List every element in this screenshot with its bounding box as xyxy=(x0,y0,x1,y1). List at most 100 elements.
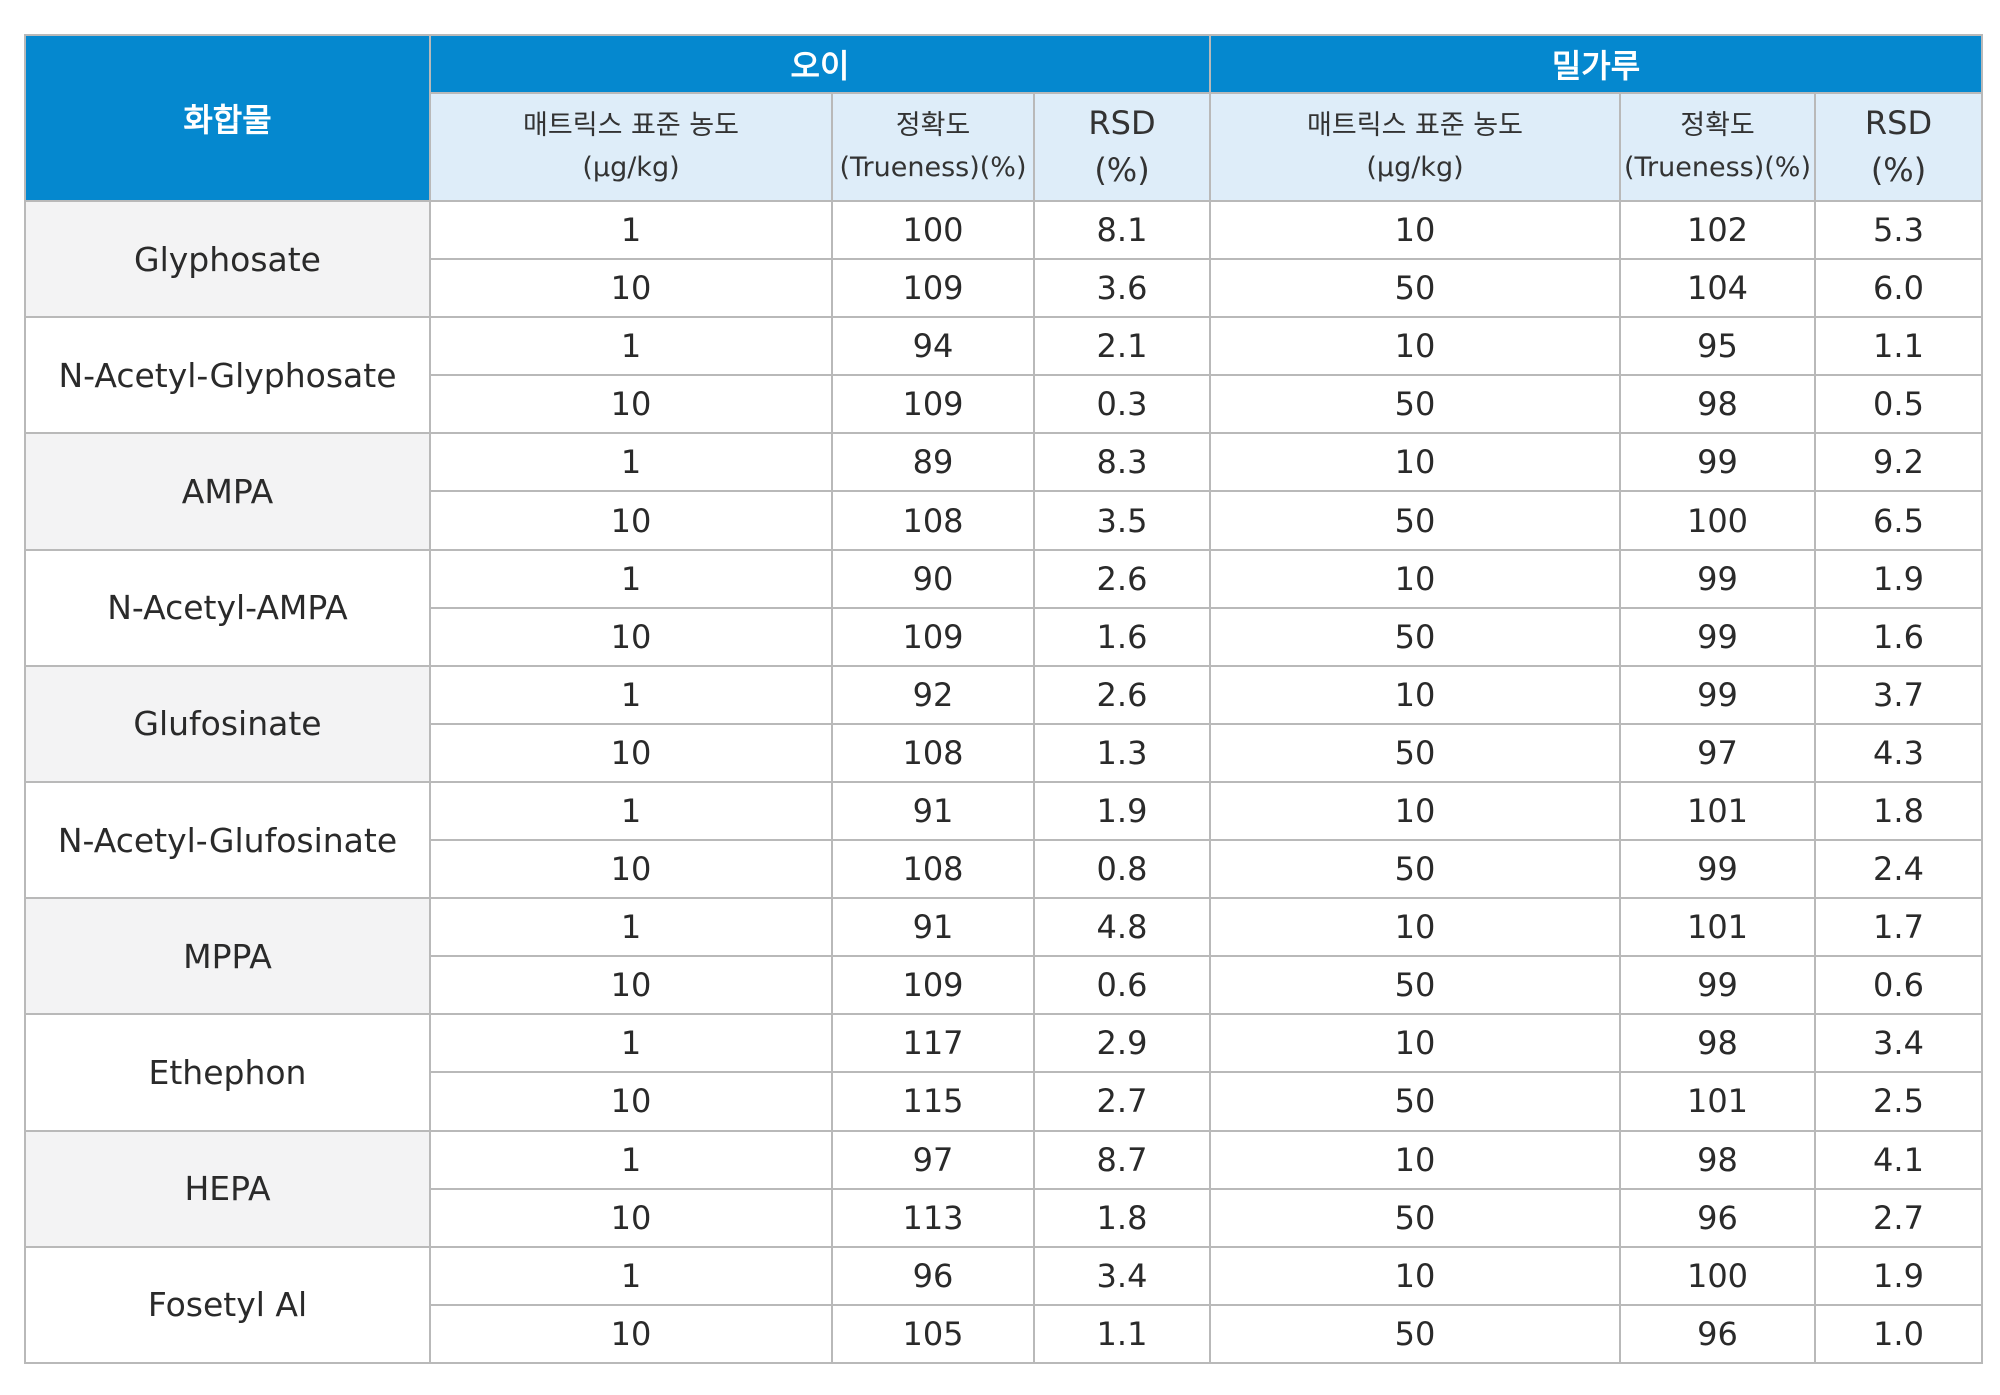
compound-header: 화합물 xyxy=(24,34,431,202)
table-row: Glufosinate 1 92 2.6 10 99 3.7 xyxy=(24,664,1983,783)
cucumber-concentration-cell: 1 xyxy=(429,548,833,609)
wheat-rsd-cell: 1.1 xyxy=(1814,316,1983,377)
concentration-header: 매트릭스 표준 농도 (μg/kg) xyxy=(1209,92,1621,202)
table-row: Ethephon 1 117 2.9 10 98 3.4 xyxy=(24,1013,1983,1132)
wheat-rsd-cell: 5.3 xyxy=(1814,199,1983,261)
rsd-header: RSD (%) xyxy=(1033,92,1211,202)
table-row: 10 115 2.7 50 101 2.5 xyxy=(25,1071,1983,1132)
cucumber-concentration-cell: 1 xyxy=(429,1129,833,1190)
concentration-header: 매트릭스 표준 농도 (μg/kg) xyxy=(429,92,833,202)
compound-name: HEPA xyxy=(24,1129,431,1248)
wheat-trueness-cell: 99 xyxy=(1619,955,1816,1016)
cucumber-trueness-cell: 108 xyxy=(831,722,1035,783)
concentration-header-unit: (μg/kg) xyxy=(1366,152,1464,183)
cucumber-trueness-cell: 92 xyxy=(831,664,1035,725)
wheat-concentration-cell: 50 xyxy=(1209,258,1621,319)
cucumber-trueness-cell: 109 xyxy=(831,606,1035,667)
compound-name: N-Acetyl-AMPA xyxy=(24,548,431,667)
concentration-header-label: 매트릭스 표준 농도 xyxy=(523,110,739,142)
cucumber-concentration-cell: 10 xyxy=(429,490,833,551)
cucumber-concentration-cell: 1 xyxy=(429,1013,833,1074)
cucumber-concentration-cell: 10 xyxy=(429,606,833,667)
cucumber-trueness-cell: 89 xyxy=(831,432,1035,493)
wheat-trueness-cell: 101 xyxy=(1619,780,1816,842)
wheat-concentration-cell: 50 xyxy=(1209,722,1621,783)
cucumber-trueness-cell: 100 xyxy=(831,199,1035,261)
cucumber-rsd-cell: 2.9 xyxy=(1033,1013,1211,1074)
cucumber-rsd-cell: 8.1 xyxy=(1033,199,1211,261)
table-row: 10 109 0.6 50 99 0.6 xyxy=(25,955,1983,1016)
table-row: AMPA 1 89 8.3 10 99 9.2 xyxy=(24,432,1983,551)
wheat-trueness-cell: 101 xyxy=(1619,897,1816,958)
table-row: 10 109 3.6 50 104 6.0 xyxy=(25,258,1983,319)
compound-name: Glyphosate xyxy=(24,199,431,319)
cucumber-concentration-cell: 1 xyxy=(429,897,833,958)
cucumber-rsd-cell: 3.5 xyxy=(1033,490,1211,551)
cucumber-concentration-cell: 10 xyxy=(429,722,833,783)
trueness-header-unit: (Trueness)(%) xyxy=(839,152,1027,183)
table-row: 10 108 0.8 50 99 2.4 xyxy=(25,839,1983,900)
cucumber-concentration-cell: 1 xyxy=(429,432,833,493)
cucumber-rsd-cell: 2.6 xyxy=(1033,548,1211,609)
table-header: 화합물 오이 밀가루 매트릭스 표준 농도 (μg/kg) 정확도 (Truen… xyxy=(24,34,1983,202)
wheat-trueness-cell: 100 xyxy=(1619,490,1816,551)
trueness-header-label: 정확도 xyxy=(1680,110,1755,142)
wheat-concentration-cell: 10 xyxy=(1209,432,1621,493)
wheat-concentration-cell: 50 xyxy=(1209,1187,1621,1248)
rsd-header-label: RSD xyxy=(1088,104,1156,143)
wheat-rsd-cell: 2.4 xyxy=(1814,839,1983,900)
cucumber-trueness-cell: 91 xyxy=(831,897,1035,958)
compound-name: AMPA xyxy=(24,432,431,551)
wheat-concentration-cell: 10 xyxy=(1209,199,1621,261)
cucumber-trueness-cell: 109 xyxy=(831,374,1035,435)
cucumber-concentration-cell: 10 xyxy=(429,955,833,1016)
wheat-concentration-cell: 10 xyxy=(1209,780,1621,842)
table-row: N-Acetyl-AMPA 1 90 2.6 10 99 1.9 xyxy=(24,548,1983,667)
table-row: N-Acetyl-Glufosinate 1 91 1.9 10 101 1.8 xyxy=(24,780,1983,900)
cucumber-header: 오이 xyxy=(429,34,1211,94)
table-row: HEPA 1 97 8.7 10 98 4.1 xyxy=(24,1129,1983,1248)
cucumber-rsd-cell: 8.3 xyxy=(1033,432,1211,493)
compound-name: Ethephon xyxy=(24,1013,431,1132)
cucumber-trueness-cell: 97 xyxy=(831,1129,1035,1190)
cucumber-concentration-cell: 10 xyxy=(429,839,833,900)
compound-name: Fosetyl Al xyxy=(24,1245,431,1365)
wheat-rsd-cell: 9.2 xyxy=(1814,432,1983,493)
wheat-concentration-cell: 10 xyxy=(1209,897,1621,958)
rsd-header: RSD (%) xyxy=(1814,92,1983,202)
cucumber-trueness-cell: 108 xyxy=(831,839,1035,900)
wheat-trueness-cell: 98 xyxy=(1619,374,1816,435)
wheat-rsd-cell: 4.3 xyxy=(1814,722,1983,783)
compound-name: MPPA xyxy=(24,897,431,1016)
wheat-trueness-cell: 98 xyxy=(1619,1129,1816,1190)
cucumber-rsd-cell: 2.6 xyxy=(1033,664,1211,725)
table-row: 10 105 1.1 50 96 1.0 xyxy=(25,1303,1983,1365)
table-row: 10 108 3.5 50 100 6.5 xyxy=(25,490,1983,551)
cucumber-rsd-cell: 1.3 xyxy=(1033,722,1211,783)
wheat-rsd-cell: 0.5 xyxy=(1814,374,1983,435)
cucumber-trueness-cell: 91 xyxy=(831,780,1035,842)
wheat-trueness-cell: 99 xyxy=(1619,606,1816,667)
wheat-rsd-cell: 1.9 xyxy=(1814,1245,1983,1306)
cucumber-trueness-cell: 109 xyxy=(831,258,1035,319)
rsd-header-unit: (%) xyxy=(1870,151,1927,189)
cucumber-trueness-cell: 105 xyxy=(831,1303,1035,1365)
trueness-header: 정확도 (Trueness)(%) xyxy=(1619,92,1816,202)
cucumber-trueness-cell: 113 xyxy=(831,1187,1035,1248)
cucumber-rsd-cell: 1.8 xyxy=(1033,1187,1211,1248)
cucumber-concentration-cell: 10 xyxy=(429,258,833,319)
cucumber-rsd-cell: 3.4 xyxy=(1033,1245,1211,1306)
table-row: MPPA 1 91 4.8 10 101 1.7 xyxy=(24,897,1983,1016)
wheat-concentration-cell: 10 xyxy=(1209,1129,1621,1190)
wheat-trueness-cell: 102 xyxy=(1619,199,1816,261)
wheat-rsd-cell: 3.7 xyxy=(1814,664,1983,725)
wheat-concentration-cell: 50 xyxy=(1209,1071,1621,1132)
wheat-rsd-cell: 6.0 xyxy=(1814,258,1983,319)
wheat-trueness-cell: 96 xyxy=(1619,1303,1816,1365)
cucumber-concentration-cell: 10 xyxy=(429,1071,833,1132)
cucumber-rsd-cell: 2.1 xyxy=(1033,316,1211,377)
concentration-header-unit: (μg/kg) xyxy=(582,152,680,183)
wheat-trueness-cell: 104 xyxy=(1619,258,1816,319)
wheat-trueness-cell: 99 xyxy=(1619,839,1816,900)
cucumber-rsd-cell: 0.8 xyxy=(1033,839,1211,900)
